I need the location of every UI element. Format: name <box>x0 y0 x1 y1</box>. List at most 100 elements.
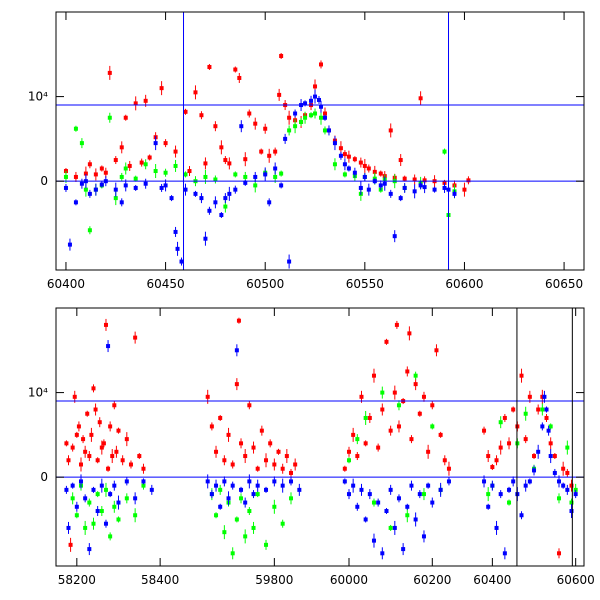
data-point-red <box>527 394 532 399</box>
data-point-blue <box>87 547 92 552</box>
axis-break <box>309 566 318 569</box>
x-tick-label: 60600 <box>557 573 595 587</box>
data-point-green <box>498 420 503 425</box>
data-point-green <box>396 403 401 408</box>
data-point-green <box>303 115 308 120</box>
data-point-red <box>413 382 418 387</box>
data-point-blue <box>230 483 235 488</box>
data-point-green <box>95 492 100 497</box>
data-point-green <box>108 534 113 539</box>
data-point-green <box>79 141 84 146</box>
data-point-blue <box>91 487 96 492</box>
data-point-red <box>139 160 144 165</box>
data-point-red <box>284 454 289 459</box>
data-point-red <box>318 62 323 67</box>
data-point-blue <box>359 487 364 492</box>
data-point-blue <box>446 479 451 484</box>
data-point-red <box>407 331 412 336</box>
data-point-blue <box>227 191 232 196</box>
data-point-red <box>237 75 242 80</box>
data-point-red <box>193 90 198 95</box>
data-point-red <box>163 141 168 146</box>
data-point-red <box>64 441 69 446</box>
data-point-blue <box>207 208 212 213</box>
data-point-blue <box>112 483 117 488</box>
data-point-red <box>273 149 278 154</box>
data-point-green <box>87 500 92 505</box>
data-point-blue <box>108 492 113 497</box>
data-point-red <box>205 394 210 399</box>
data-point-green <box>486 492 491 497</box>
data-point-green <box>103 487 108 492</box>
data-point-blue <box>66 525 71 530</box>
data-point-green <box>123 166 128 171</box>
data-point-red <box>466 178 471 183</box>
data-point-green <box>548 424 553 429</box>
data-point-blue <box>247 479 252 484</box>
data-point-blue <box>561 483 566 488</box>
data-point-red <box>355 454 360 459</box>
data-point-green <box>218 487 223 492</box>
data-point-red <box>490 465 495 470</box>
data-point-red <box>371 373 376 378</box>
data-point-green <box>264 542 269 547</box>
data-point-red <box>123 115 128 120</box>
data-point-red <box>133 101 138 106</box>
data-point-blue <box>544 407 549 412</box>
data-point-blue <box>388 487 393 492</box>
top-panel-frame <box>55 11 585 271</box>
data-point-blue <box>309 98 314 103</box>
data-point-green <box>70 496 75 501</box>
data-point-red <box>342 152 347 157</box>
data-point-green <box>309 113 314 118</box>
data-point-red <box>540 394 545 399</box>
data-point-red <box>268 441 273 446</box>
data-point-red <box>392 390 397 395</box>
data-point-blue <box>482 479 487 484</box>
data-point-red <box>223 158 228 163</box>
data-point-green <box>421 492 426 497</box>
data-point-red <box>137 454 142 459</box>
data-point-red <box>243 157 248 162</box>
y-tick-label: 0 <box>40 174 48 188</box>
data-point-green <box>557 496 562 501</box>
data-point-blue <box>293 111 298 116</box>
data-point-red <box>434 348 439 353</box>
data-point-green <box>388 525 393 530</box>
data-point-red <box>247 403 252 408</box>
data-point-red <box>289 470 294 475</box>
data-point-red <box>569 483 574 488</box>
x-tick-label: 60450 <box>146 277 184 291</box>
data-point-green <box>233 172 238 177</box>
data-point-green <box>74 513 79 518</box>
data-point-blue <box>214 483 219 488</box>
data-point-green <box>442 149 447 154</box>
data-point-blue <box>432 187 437 192</box>
data-point-blue <box>253 174 258 179</box>
data-point-blue <box>243 180 248 185</box>
data-point-green <box>99 509 104 514</box>
data-point-green <box>63 174 68 179</box>
data-point-blue <box>219 213 224 218</box>
data-point-blue <box>542 394 547 399</box>
data-point-green <box>293 124 298 129</box>
data-point-blue <box>371 538 376 543</box>
data-point-blue <box>363 517 368 522</box>
data-point-blue <box>106 344 111 349</box>
data-point-red <box>110 454 115 459</box>
data-point-blue <box>234 348 239 353</box>
data-point-red <box>236 318 241 323</box>
data-point-red <box>213 124 218 129</box>
data-point-blue <box>430 500 435 505</box>
data-point-green <box>203 174 208 179</box>
data-point-red <box>70 445 75 450</box>
data-point-blue <box>273 166 278 171</box>
data-point-green <box>251 525 256 530</box>
data-point-green <box>371 500 376 505</box>
data-point-red <box>66 458 71 463</box>
data-point-blue <box>289 479 294 484</box>
data-point-red <box>116 428 121 433</box>
data-point-green <box>346 458 351 463</box>
data-point-red <box>548 441 553 446</box>
